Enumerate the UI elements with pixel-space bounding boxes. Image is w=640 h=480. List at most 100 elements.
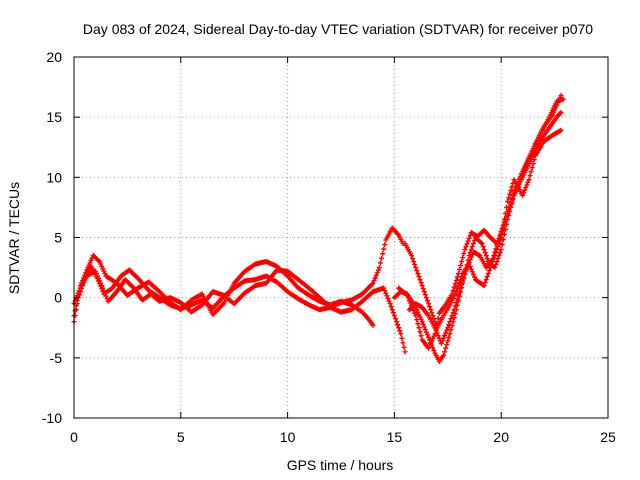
data-point — [401, 344, 407, 350]
data-point — [441, 352, 447, 358]
data-point — [417, 329, 423, 335]
chart-title: Day 083 of 2024, Sidereal Day-to-day VTE… — [83, 21, 593, 37]
data-point — [459, 282, 465, 288]
data-point — [421, 289, 427, 295]
data-point — [441, 335, 447, 341]
x-tick-label: 25 — [600, 429, 616, 445]
y-tick-label: 10 — [46, 169, 62, 185]
data-point — [444, 342, 450, 348]
data-point — [382, 288, 388, 294]
data-point — [508, 200, 514, 206]
data-point — [511, 189, 517, 195]
data-point — [405, 295, 411, 301]
data-point — [432, 325, 438, 331]
data-point — [502, 216, 508, 222]
data-point — [410, 256, 416, 262]
data-point — [435, 315, 441, 321]
data-point — [418, 280, 424, 286]
data-point — [396, 325, 402, 331]
data-point — [371, 278, 377, 284]
data-point — [521, 190, 527, 196]
data-point — [560, 96, 566, 102]
data-point — [423, 295, 429, 301]
data-point — [453, 277, 459, 283]
data-point — [505, 198, 511, 204]
data-point — [507, 191, 513, 197]
data-point — [451, 307, 457, 313]
data-point — [100, 285, 106, 291]
data-point — [370, 280, 376, 286]
data-point — [406, 297, 412, 303]
data-point — [505, 210, 511, 216]
data-point — [385, 295, 391, 301]
data-point — [466, 259, 472, 265]
data-point — [101, 288, 107, 294]
data-point — [466, 235, 472, 241]
data-point — [415, 321, 421, 327]
data-point — [501, 219, 507, 225]
data-point — [464, 241, 470, 247]
data-point — [449, 323, 455, 329]
data-point — [418, 333, 424, 339]
data-point — [465, 238, 471, 244]
data-point — [493, 262, 499, 268]
data-point — [460, 278, 466, 284]
data-point — [429, 310, 435, 316]
data-point — [411, 259, 417, 265]
data-point — [427, 304, 433, 310]
data-point — [523, 185, 529, 191]
data-point — [426, 334, 432, 340]
data-point — [463, 268, 469, 274]
data-point — [472, 274, 477, 280]
data-point — [481, 283, 487, 289]
x-tick-label: 5 — [177, 429, 185, 445]
data-point — [372, 275, 378, 281]
series-track-7 — [406, 96, 566, 346]
data-point — [495, 256, 501, 262]
data-point — [528, 169, 534, 175]
data-point — [414, 317, 420, 323]
data-point — [491, 253, 497, 259]
data-point — [415, 271, 421, 277]
data-point — [482, 280, 488, 286]
data-point — [384, 293, 390, 299]
data-point — [419, 319, 425, 325]
data-point — [442, 333, 448, 339]
data-point — [391, 313, 397, 319]
data-point — [483, 277, 489, 283]
data-point — [469, 244, 475, 250]
data-point — [402, 349, 408, 355]
data-point — [392, 316, 398, 322]
data-point — [530, 161, 536, 167]
data-point — [423, 329, 429, 335]
data-point — [525, 179, 531, 185]
data-point — [462, 247, 468, 253]
x-tick-label: 10 — [280, 429, 296, 445]
data-point — [425, 298, 431, 304]
data-point — [522, 187, 528, 193]
data-point — [500, 222, 506, 228]
data-point — [462, 271, 468, 277]
data-point — [529, 165, 535, 171]
data-point — [458, 263, 464, 269]
x-tick-label: 0 — [70, 429, 78, 445]
data-point — [439, 338, 445, 344]
data-point — [468, 266, 474, 272]
data-point — [386, 298, 392, 304]
data-point — [499, 242, 505, 248]
data-point — [416, 325, 422, 331]
data-point — [490, 256, 496, 262]
data-point — [445, 325, 451, 331]
data-point — [419, 283, 425, 289]
data-point — [499, 225, 505, 231]
data-point — [447, 331, 453, 337]
data-point — [383, 290, 389, 296]
data-point — [524, 182, 530, 188]
data-point — [404, 292, 410, 298]
data-point — [420, 286, 426, 292]
data-point — [379, 255, 385, 261]
data-point — [450, 310, 456, 316]
data-point — [479, 241, 485, 247]
